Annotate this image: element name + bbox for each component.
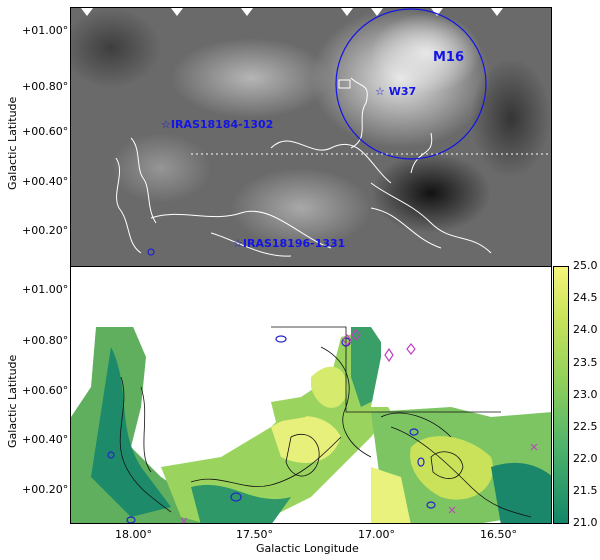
m16-label: M16	[433, 50, 465, 65]
cb-tick-5: 23.0	[573, 388, 598, 401]
top-ytick-4: +00.40°	[22, 175, 69, 188]
no-data-mask	[71, 267, 551, 412]
top-ytick-3: +00.60°	[22, 125, 69, 138]
column-density-map-panel	[70, 266, 552, 524]
diamond-markers	[342, 329, 416, 363]
bottom-ytick-2: +00.80°	[22, 334, 69, 347]
cb-tick-8: 21.5	[573, 484, 598, 497]
top-ytick-1: +01.00°	[22, 24, 69, 37]
bottom-ytick-3: +00.60°	[22, 384, 69, 397]
star-icon: ☆	[161, 118, 171, 131]
w37-label: W37	[388, 85, 417, 98]
m16-circle	[335, 8, 487, 160]
iras2-marker: ☆IRAS18196-1331	[233, 237, 345, 250]
cross-markers	[180, 443, 538, 523]
cb-tick-1: 25.0	[573, 259, 598, 272]
star-icon: ☆	[375, 85, 385, 98]
xtick-1: 18.00°	[115, 528, 152, 541]
star-icon: ☆	[233, 237, 243, 250]
infrared-image	[71, 8, 551, 266]
iras1-marker: ☆IRAS18184-1302	[161, 118, 273, 131]
column-density-map	[71, 267, 551, 523]
bottom-ytick-5: +00.20°	[22, 483, 69, 496]
iras2-label: IRAS18196-1331	[242, 237, 346, 250]
cb-tick-7: 22.0	[573, 452, 598, 465]
top-ylabel: Galactic Latitude	[6, 96, 19, 190]
cb-tick-4: 23.5	[573, 356, 598, 369]
edge-triangles	[81, 8, 503, 16]
top-contours	[115, 77, 492, 257]
cb-tick-2: 24.5	[573, 291, 598, 304]
xlabel: Galactic Longitude	[256, 542, 359, 555]
xtick-2: 17.50°	[236, 528, 273, 541]
colorbar	[553, 266, 569, 524]
cb-tick-9: 21.0	[573, 516, 598, 529]
cb-tick-3: 24.0	[573, 323, 598, 336]
bottom-contours	[119, 326, 532, 518]
bottom-ylabel: Galactic Latitude	[6, 354, 19, 448]
cb-tick-6: 22.5	[573, 420, 598, 433]
top-ytick-2: +00.80°	[22, 80, 69, 93]
w37-marker: ☆ W37	[375, 85, 416, 98]
top-ytick-5: +00.20°	[22, 224, 69, 237]
infrared-image-panel: M16 ☆ W37 ☆IRAS18184-1302 ☆IRAS18196-133…	[70, 7, 552, 267]
bottom-ytick-4: +00.40°	[22, 433, 69, 446]
xtick-4: 16.50°	[480, 528, 517, 541]
xtick-3: 17.00°	[358, 528, 395, 541]
bottom-ytick-1: +01.00°	[22, 283, 69, 296]
iras1-label: IRAS18184-1302	[170, 118, 274, 131]
